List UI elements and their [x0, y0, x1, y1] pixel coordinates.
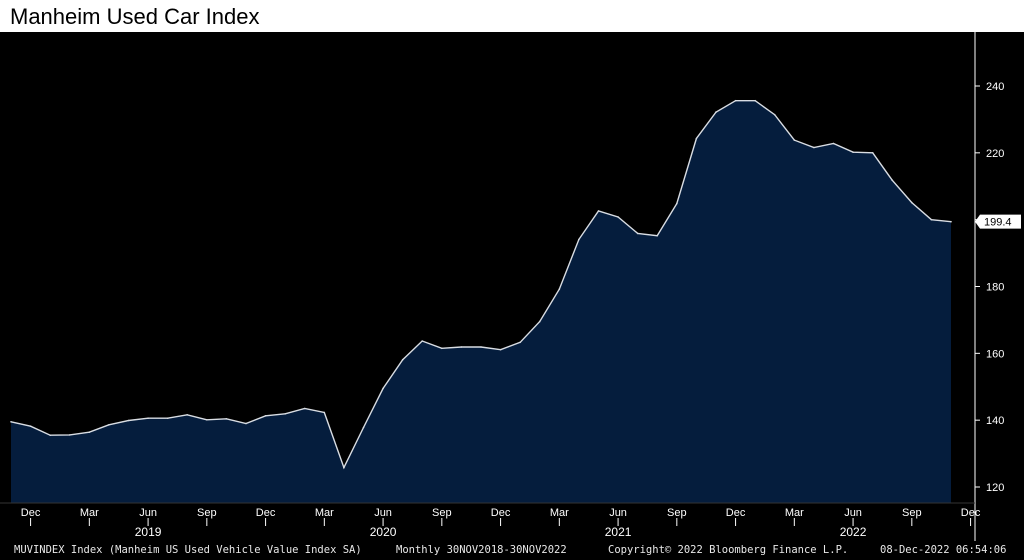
footer-bar: MUVINDEX Index (Manheim US Used Vehicle … — [0, 541, 1024, 560]
data-point — [656, 234, 658, 237]
data-point — [460, 346, 463, 348]
data-point — [950, 220, 952, 223]
footer-copyright: Copyright© 2022 Bloomberg Finance L.P. — [608, 544, 849, 556]
data-point — [538, 320, 541, 323]
y-tick-label: 240 — [986, 81, 1004, 93]
data-point — [715, 111, 717, 113]
y-tick-label: 180 — [986, 282, 1004, 294]
x-tick-label: Sep — [667, 507, 687, 519]
data-point — [832, 142, 835, 145]
data-point — [49, 434, 51, 437]
x-tick-label: Dec — [491, 507, 511, 519]
x-year-label: 2022 — [840, 525, 867, 539]
data-point — [68, 434, 71, 436]
data-point — [362, 426, 365, 429]
data-point — [636, 232, 639, 235]
data-point — [793, 139, 796, 141]
y-tick-label: 220 — [986, 148, 1004, 160]
chart-title: Manheim Used Car Index — [10, 4, 260, 29]
x-year-label: 2020 — [370, 525, 397, 539]
x-tick-label: Jun — [609, 507, 627, 519]
x-tick-label: Dec — [256, 507, 276, 519]
last-value-badge — [975, 214, 1021, 229]
data-point — [323, 411, 326, 414]
data-point — [578, 238, 580, 241]
x-tick-label: Mar — [315, 507, 334, 519]
data-point — [597, 210, 600, 212]
data-point — [166, 417, 169, 420]
x-tick-label: Jun — [139, 507, 157, 519]
data-point — [558, 288, 561, 291]
last-value-label: 199.4 — [984, 217, 1012, 229]
data-point — [303, 407, 306, 410]
data-point — [245, 422, 247, 425]
y-tick-label: 120 — [986, 482, 1004, 494]
data-point — [734, 99, 737, 102]
data-point — [225, 418, 228, 420]
footer-period: Monthly 30NOV2018-30NOV2022 — [396, 544, 567, 556]
data-point — [421, 340, 424, 342]
data-point — [382, 387, 384, 390]
x-tick-label: Mar — [785, 507, 804, 519]
data-point — [186, 414, 188, 416]
y-tick-label: 160 — [986, 348, 1004, 360]
series-area — [11, 100, 951, 503]
data-point — [343, 466, 345, 469]
x-tick-label: Dec — [726, 507, 746, 519]
data-point — [911, 201, 913, 204]
data-point — [519, 341, 521, 344]
data-point — [401, 358, 404, 361]
data-point — [29, 425, 32, 428]
data-point — [147, 417, 149, 420]
footer-timestamp: 08-Dec-2022 06:54:06 — [880, 544, 1007, 556]
data-point — [127, 419, 130, 422]
data-point — [676, 202, 678, 205]
x-tick-label: Dec — [21, 507, 41, 519]
data-point — [852, 151, 854, 153]
data-point — [441, 347, 443, 350]
x-tick-label: Jun — [844, 507, 862, 519]
footer-description: MUVINDEX Index (Manheim US Used Vehicle … — [14, 544, 362, 556]
x-year-label: 2021 — [605, 525, 632, 539]
data-point — [773, 113, 776, 116]
data-point — [499, 348, 502, 351]
data-point — [88, 431, 91, 434]
x-tick-label: Dec — [961, 507, 981, 519]
data-point — [754, 99, 756, 102]
data-point — [891, 179, 893, 181]
data-point — [480, 346, 482, 348]
data-point — [264, 415, 267, 417]
x-tick-label: Sep — [432, 507, 452, 519]
x-tick-label: Sep — [197, 507, 217, 519]
x-tick-label: Mar — [550, 507, 569, 519]
data-point — [871, 152, 874, 154]
y-tick-label: 140 — [986, 415, 1004, 427]
x-tick-label: Sep — [902, 507, 922, 519]
x-tick-label: Mar — [80, 507, 99, 519]
data-point — [284, 413, 287, 415]
chart: 120140160180200220240199.4DecMarJunSepDe… — [0, 32, 1024, 541]
data-point — [206, 419, 208, 421]
data-point — [930, 218, 933, 221]
data-point — [108, 424, 110, 426]
data-point — [617, 216, 619, 218]
data-point — [813, 146, 815, 149]
x-year-label: 2019 — [135, 525, 162, 539]
x-tick-label: Jun — [374, 507, 392, 519]
data-point — [10, 421, 12, 423]
data-point — [695, 137, 698, 140]
